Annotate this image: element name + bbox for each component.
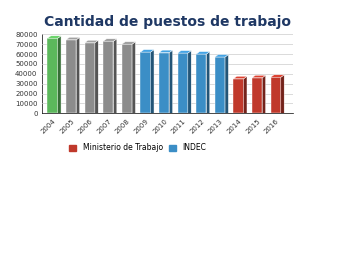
Polygon shape (215, 55, 229, 57)
Polygon shape (150, 50, 154, 113)
Polygon shape (159, 53, 169, 113)
Legend: Ministerio de Trabajo, INDEC: Ministerio de Trabajo, INDEC (66, 140, 209, 155)
Polygon shape (122, 42, 135, 44)
Polygon shape (85, 43, 95, 113)
Polygon shape (159, 50, 173, 53)
Title: Cantidad de puestos de trabajo: Cantidad de puestos de trabajo (44, 15, 291, 29)
Polygon shape (66, 37, 80, 40)
Polygon shape (225, 55, 229, 113)
Polygon shape (95, 40, 98, 113)
Polygon shape (196, 52, 210, 54)
Polygon shape (85, 40, 98, 43)
Polygon shape (252, 75, 266, 78)
Polygon shape (271, 75, 284, 77)
Polygon shape (252, 78, 262, 113)
Polygon shape (196, 54, 206, 113)
Polygon shape (271, 77, 281, 113)
Polygon shape (103, 41, 113, 113)
Polygon shape (244, 76, 247, 113)
Polygon shape (48, 36, 61, 38)
Polygon shape (178, 50, 191, 53)
Polygon shape (233, 79, 244, 113)
Polygon shape (233, 76, 247, 79)
Polygon shape (103, 39, 117, 41)
Polygon shape (48, 38, 58, 113)
Polygon shape (140, 50, 154, 52)
Polygon shape (66, 40, 76, 113)
Polygon shape (140, 52, 150, 113)
Polygon shape (188, 50, 191, 113)
Polygon shape (206, 52, 210, 113)
Polygon shape (132, 42, 135, 113)
Polygon shape (122, 44, 132, 113)
Polygon shape (76, 37, 80, 113)
Polygon shape (169, 50, 173, 113)
Polygon shape (215, 57, 225, 113)
Polygon shape (178, 53, 188, 113)
Polygon shape (113, 39, 117, 113)
Polygon shape (58, 36, 61, 113)
Polygon shape (262, 75, 266, 113)
Polygon shape (281, 75, 284, 113)
